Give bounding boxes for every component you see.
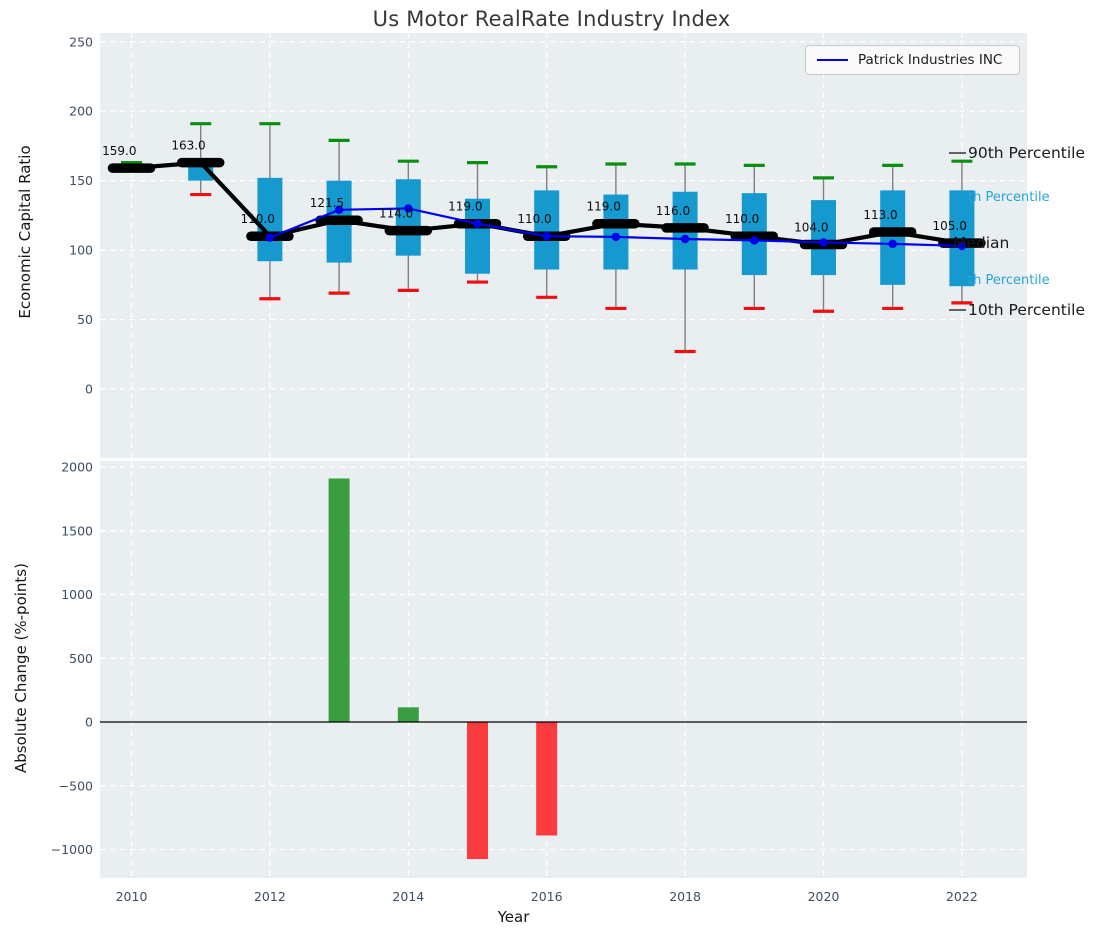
- change-bar-2016: [536, 722, 558, 836]
- company-marker: [473, 219, 482, 228]
- change-bar-2015: [467, 722, 488, 860]
- median-value-label-2014: 114.0: [379, 207, 413, 221]
- median-value-label-2021: 113.0: [863, 208, 897, 222]
- company-marker: [819, 238, 828, 247]
- top-y-tick-label: 100: [69, 243, 93, 258]
- company-marker: [750, 236, 759, 245]
- percentile-box-2021: [880, 190, 906, 285]
- x-tick-label: 2020: [808, 889, 840, 904]
- median-value-label-2016: 110.0: [517, 212, 551, 226]
- percentile-box-2020: [811, 200, 836, 276]
- bottom-y-tick-label: −500: [59, 778, 93, 793]
- change-bar-2014: [397, 707, 419, 722]
- legend[interactable]: Patrick Industries INC: [805, 45, 1020, 75]
- change-bar-2013: [328, 478, 350, 722]
- x-tick-label: 2010: [116, 889, 148, 904]
- percentile-box-2016: [534, 190, 560, 270]
- top-y-tick-label: 250: [69, 34, 93, 49]
- bottom-y-tick-label: 500: [69, 651, 93, 666]
- median-value-label-2018: 116.0: [656, 204, 690, 218]
- company-marker: [404, 204, 413, 213]
- x-tick-label: 2016: [531, 889, 563, 904]
- top-y-tick-label: 150: [69, 173, 93, 188]
- percentile-box-2022: [949, 190, 975, 287]
- bottom-plot-background: [100, 461, 1027, 878]
- median-value-label-2011: 163.0: [171, 139, 205, 153]
- company-marker: [888, 239, 897, 249]
- x-axis-label: Year: [497, 908, 530, 926]
- top-y-tick-label: 0: [85, 382, 93, 397]
- bottom-y-tick-label: 2000: [61, 460, 93, 475]
- median-value-label-2020: 104.0: [794, 221, 828, 235]
- x-tick-label: 2012: [254, 889, 286, 904]
- p10-annotation: 10th Percentile: [968, 301, 1085, 319]
- median-value-label-2019: 110.0: [725, 212, 759, 226]
- legend-line-sample: [817, 59, 848, 61]
- company-marker: [265, 233, 275, 242]
- top-plot-background: [100, 33, 1027, 458]
- bottom-y-tick-label: 0: [85, 715, 93, 730]
- bottom-y-tick-label: 1500: [61, 523, 93, 538]
- x-tick-label: 2022: [946, 889, 978, 904]
- x-tick-label: 2018: [669, 889, 701, 904]
- company-marker: [334, 205, 344, 215]
- top-y-tick-label: 50: [77, 312, 93, 327]
- company-marker: [957, 241, 967, 251]
- top-y-tick-label: 200: [69, 104, 93, 119]
- percentile-box-2012: [257, 177, 283, 262]
- percentile-box-2017: [603, 194, 629, 270]
- median-value-label-2022: 105.0: [933, 219, 967, 233]
- median-value-label-2010: 159.0: [102, 144, 136, 158]
- p90-annotation: 90th Percentile: [968, 144, 1085, 162]
- median-value-label-2017: 119.0: [587, 200, 621, 214]
- median-annotation: Median: [953, 234, 1009, 252]
- chart-title: Us Motor RealRate Industry Index: [372, 7, 731, 31]
- company-marker: [542, 232, 551, 241]
- median-value-label-2013: 121.5: [310, 196, 344, 210]
- median-value-label-2012: 110.0: [241, 212, 275, 226]
- median-value-label-2015: 119.0: [448, 200, 482, 214]
- p25-annotation: th Percentile: [968, 273, 1050, 288]
- bottom-y-tick-label: −1000: [51, 842, 93, 857]
- percentile-box-2015: [465, 198, 490, 274]
- company-marker: [680, 234, 690, 244]
- x-tick-label: 2014: [392, 889, 424, 904]
- p75-annotation: th Percentile: [968, 190, 1050, 205]
- company-marker: [611, 232, 621, 242]
- legend-label: Patrick Industries INC: [858, 52, 1003, 68]
- bottom-y-tick-label: 1000: [61, 587, 93, 602]
- percentile-box-2014: [395, 179, 421, 256]
